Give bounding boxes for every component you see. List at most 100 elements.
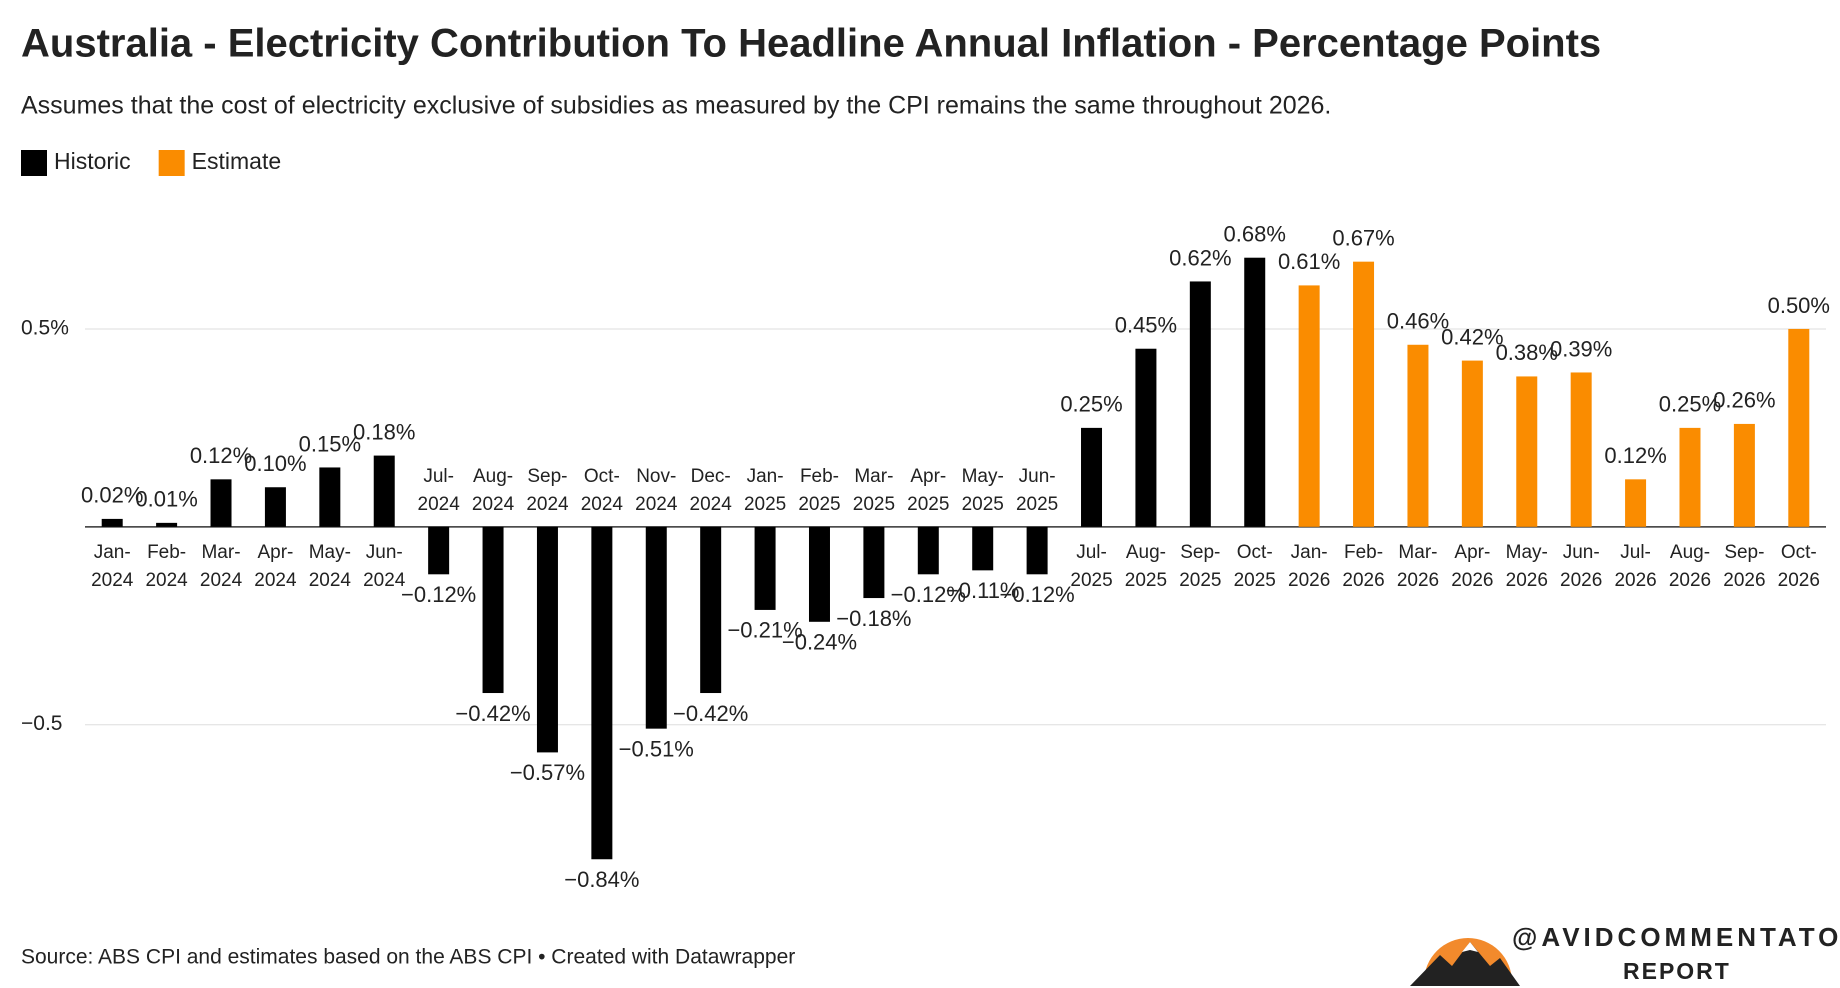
x-tick-label: Aug-2026 xyxy=(1669,542,1711,591)
chart-subtitle: Assumes that the cost of electricity exc… xyxy=(21,92,1331,120)
brand-logo: @AVIDCOMMENTATOR REPORT xyxy=(1410,922,1840,986)
value-label: 0.61% xyxy=(1278,249,1340,274)
bar xyxy=(1353,261,1375,527)
x-tick-label: Dec-2024 xyxy=(690,466,733,515)
bar xyxy=(536,526,558,753)
value-label: −0.42% xyxy=(455,701,530,726)
x-tick-label: Jun-2026 xyxy=(1560,542,1602,591)
value-label: 0.02% xyxy=(81,483,143,508)
value-label: 0.25% xyxy=(1060,392,1122,417)
legend-swatch xyxy=(158,150,185,176)
x-tick-label: Apr-2024 xyxy=(254,542,297,591)
x-tick-label: Mar-2026 xyxy=(1397,542,1439,591)
chart-title: Australia - Electricity Contribution To … xyxy=(21,22,1601,66)
value-label: −0.84% xyxy=(564,867,639,892)
bar xyxy=(754,526,776,610)
x-tick-label: Aug-2024 xyxy=(472,466,515,515)
value-label: 0.50% xyxy=(1768,293,1830,318)
bar xyxy=(156,522,178,527)
x-tick-label: May-2026 xyxy=(1506,542,1548,591)
value-label: 0.12% xyxy=(1604,443,1666,468)
x-tick-label: May-2025 xyxy=(962,466,1004,515)
x-tick-label: Aug-2025 xyxy=(1125,542,1167,591)
value-label: 0.42% xyxy=(1441,324,1503,349)
bar xyxy=(210,479,232,527)
x-tick-label: Jul-2025 xyxy=(1070,542,1112,591)
bar xyxy=(645,526,667,729)
x-tick-label: Feb-2025 xyxy=(798,466,840,515)
x-tick-label: Feb-2026 xyxy=(1342,542,1384,591)
x-tick-label: Jan-2024 xyxy=(91,542,134,591)
bar xyxy=(863,526,885,599)
bar xyxy=(972,526,994,571)
value-label: −0.57% xyxy=(510,760,585,785)
bar xyxy=(1135,348,1157,527)
value-label: 0.67% xyxy=(1332,225,1394,250)
logo-mountains xyxy=(1410,942,1520,986)
bar xyxy=(1516,376,1538,527)
value-label: −0.11% xyxy=(946,578,1020,603)
bar xyxy=(1461,360,1483,527)
x-tick-label: Mar-2025 xyxy=(853,466,895,515)
bar xyxy=(1733,423,1755,527)
value-label: −0.51% xyxy=(619,736,694,761)
value-label: −0.12% xyxy=(999,582,1074,607)
value-label: 0.38% xyxy=(1496,340,1558,365)
x-tick-label: Apr-2026 xyxy=(1451,542,1493,591)
x-tick-label: Apr-2025 xyxy=(907,466,949,515)
source-note: Source: ABS CPI and estimates based on t… xyxy=(21,946,795,969)
value-label: −0.12% xyxy=(891,582,966,607)
bar xyxy=(264,487,286,527)
value-label: −0.24% xyxy=(782,630,857,655)
x-tick-label: Mar-2024 xyxy=(200,542,243,591)
x-tick-label: Jun-2024 xyxy=(363,542,406,591)
value-label: 0.45% xyxy=(1115,313,1177,338)
bar xyxy=(373,455,395,527)
bar xyxy=(1570,372,1592,527)
value-label: 0.18% xyxy=(353,419,415,444)
bar xyxy=(917,526,939,575)
legend-label: Historic xyxy=(54,148,131,174)
y-tick-label: 0.5% xyxy=(21,316,69,339)
value-label: 0.10% xyxy=(244,451,306,476)
value-label: −0.21% xyxy=(727,618,802,643)
value-label: 0.01% xyxy=(135,487,197,512)
bar xyxy=(700,526,722,694)
x-tick-label: Jan-2025 xyxy=(744,466,786,515)
x-tick-label: Oct-2026 xyxy=(1778,542,1820,591)
value-label: −0.18% xyxy=(836,606,911,631)
brand-tagline: REPORT xyxy=(1623,958,1731,984)
value-label: 0.46% xyxy=(1387,309,1449,334)
bar xyxy=(1788,328,1810,527)
bar xyxy=(591,526,613,860)
x-tick-label: Oct-2025 xyxy=(1234,542,1276,591)
bar xyxy=(319,467,341,527)
value-label: −0.42% xyxy=(673,701,748,726)
y-tick-label: −0.5 xyxy=(21,712,62,735)
x-tick-label: Jan-2026 xyxy=(1288,542,1330,591)
bar xyxy=(1679,427,1701,527)
value-label: 0.26% xyxy=(1713,388,1775,413)
brand-handle: @AVIDCOMMENTATOR xyxy=(1512,922,1840,952)
bar xyxy=(101,518,123,527)
bar xyxy=(1026,526,1048,575)
x-tick-label: Oct-2024 xyxy=(581,466,624,515)
bar xyxy=(808,526,830,622)
x-tick-label: Feb-2024 xyxy=(145,542,188,591)
bar xyxy=(1407,344,1429,527)
value-label: 0.12% xyxy=(190,443,252,468)
legend-label: Estimate xyxy=(192,148,281,174)
bar xyxy=(1298,285,1320,527)
x-tick-label: Jun-2025 xyxy=(1016,466,1058,515)
x-tick-label: Sep-2025 xyxy=(1179,542,1221,591)
x-tick-label: Nov-2024 xyxy=(635,466,678,515)
value-label: 0.39% xyxy=(1550,336,1612,361)
value-label: 0.62% xyxy=(1169,245,1231,270)
bar xyxy=(1625,479,1647,527)
x-tick-label: Sep-2026 xyxy=(1723,542,1765,591)
value-label: 0.68% xyxy=(1224,222,1286,247)
bar xyxy=(428,526,450,575)
legend-swatch xyxy=(21,150,47,176)
bar xyxy=(1189,281,1211,527)
